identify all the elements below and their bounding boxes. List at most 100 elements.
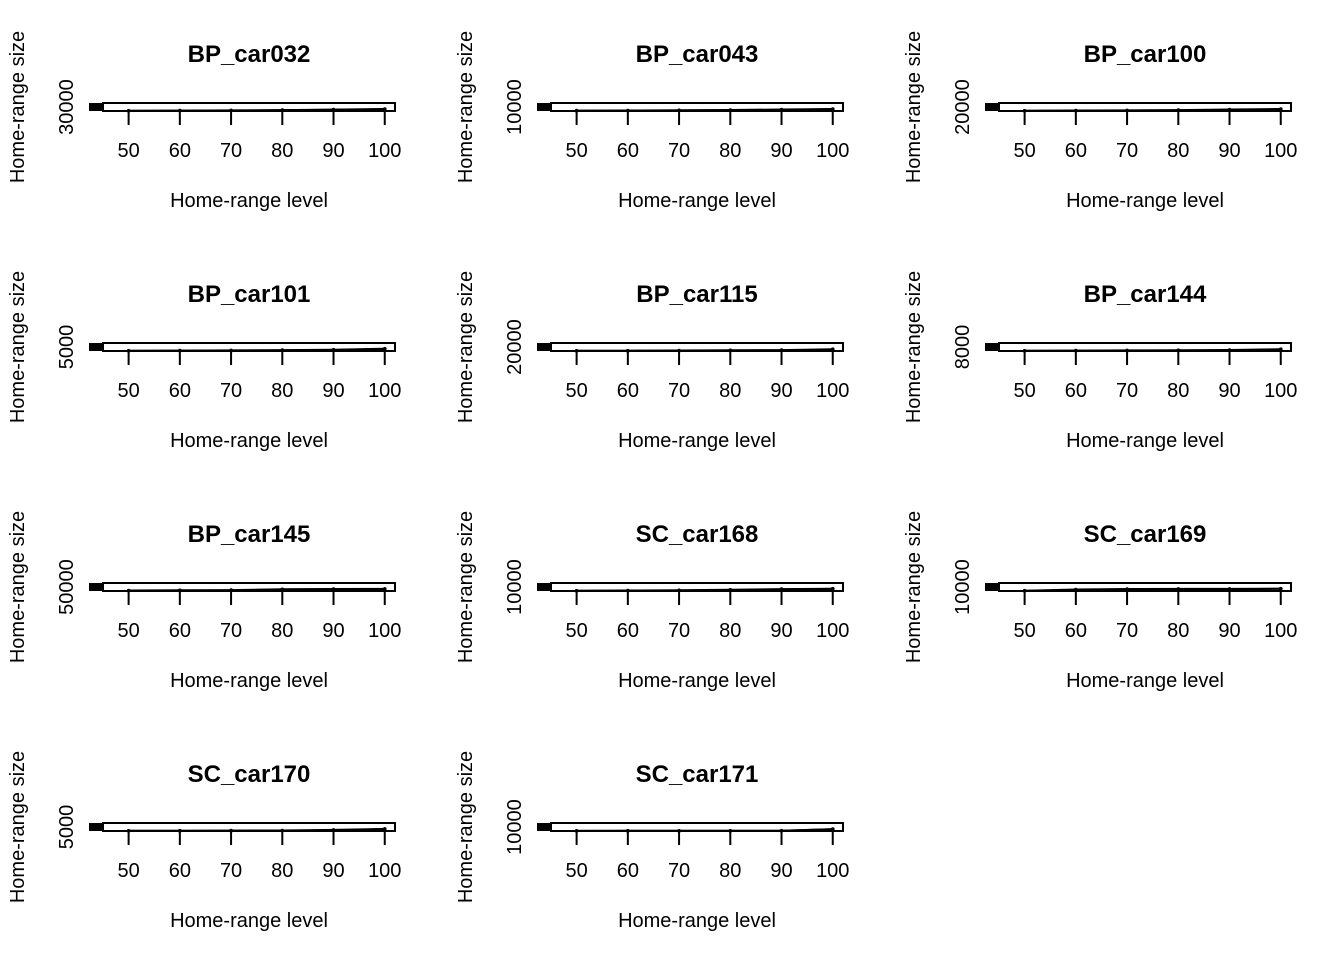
chart-panel-6: BP_car145 50 60 70 80 90 100 50000 Home-range le…: [7, 511, 401, 692]
panel-title: BP_car145: [188, 521, 311, 548]
data-point: [1125, 348, 1129, 353]
x-tick-label: 100: [816, 380, 849, 402]
panel-title: BP_car043: [636, 41, 759, 68]
x-tick-label: 100: [1264, 620, 1297, 642]
x-tick-label: 60: [169, 380, 191, 402]
data-point: [831, 107, 835, 112]
data-point: [728, 829, 733, 833]
x-tick-label: 100: [368, 380, 401, 402]
data-point: [383, 827, 387, 831]
y-tick-label: 10000: [504, 799, 526, 855]
x-tick-label: 60: [169, 620, 191, 642]
x-tick-label: 60: [169, 140, 191, 162]
x-tick-label: 100: [1264, 140, 1297, 162]
series-line-1: [128, 348, 385, 352]
x-tick-label: 50: [1013, 620, 1035, 642]
y-axis-title: Home-range size: [7, 271, 29, 423]
y-axis-title: Home-range size: [455, 511, 477, 663]
y-tick-label: 10000: [952, 559, 974, 615]
panel-title: SC_car170: [188, 761, 311, 788]
data-point: [1279, 347, 1283, 352]
data-point: [331, 828, 336, 833]
x-tick-label: 90: [770, 380, 792, 402]
x-tick-label: 100: [368, 140, 401, 162]
data-point: [574, 349, 579, 353]
x-tick-label: 60: [617, 140, 639, 162]
x-tick-label: 90: [322, 380, 344, 402]
data-point: [178, 588, 182, 593]
data-point: [1022, 109, 1027, 113]
x-tick-label: 90: [770, 140, 792, 162]
data-point: [779, 587, 784, 592]
data-point: [574, 109, 579, 113]
panel-title: BP_car115: [636, 281, 757, 308]
x-tick-label: 50: [1013, 380, 1035, 402]
x-tick-label: 100: [816, 860, 849, 882]
x-axis-title: Home-range level: [170, 910, 328, 932]
panel-title: SC_car168: [636, 521, 759, 548]
y-axis-title: Home-range size: [903, 511, 925, 663]
data-point: [229, 829, 233, 833]
x-tick-label: 80: [271, 380, 293, 402]
data-point: [574, 829, 579, 833]
x-axis-title: Home-range level: [170, 670, 328, 692]
data-point: [677, 349, 681, 353]
data-point: [280, 348, 285, 353]
series-line-1: [128, 828, 385, 832]
series-line-1: [576, 587, 833, 592]
x-axis-title: Home-range level: [618, 910, 776, 932]
data-point: [280, 108, 285, 113]
x-tick-label: 90: [322, 140, 344, 162]
chart-panel-7: SC_car168 50 60 70 80 90 100 10000 Home-range le…: [455, 511, 849, 692]
x-axis-title: Home-range level: [618, 430, 776, 452]
x-axis-title: Home-range level: [1066, 670, 1224, 692]
data-point: [677, 829, 681, 833]
data-point: [280, 828, 285, 833]
x-tick-label: 70: [1116, 140, 1138, 162]
data-point: [331, 108, 336, 112]
chart-panel-10: SC_car171 50 60 70 80 90 100 10000 Home-range le…: [455, 751, 849, 932]
data-point: [1176, 348, 1181, 353]
x-tick-label: 70: [1116, 380, 1138, 402]
x-tick-label: 70: [1116, 620, 1138, 642]
data-point: [1074, 349, 1078, 353]
data-point: [229, 588, 233, 593]
data-point: [1022, 589, 1027, 593]
data-point: [831, 827, 835, 832]
y-tick-label: 20000: [504, 319, 526, 375]
y-tick-label: 30000: [56, 79, 78, 135]
x-tick-label: 50: [1013, 140, 1035, 162]
x-tick-label: 50: [117, 380, 139, 402]
y-axis-title: Home-range size: [7, 31, 29, 183]
data-point: [728, 588, 733, 592]
series-line-1: [1024, 108, 1281, 112]
data-point: [383, 347, 387, 351]
x-tick-label: 90: [1218, 140, 1240, 162]
y-axis-title: Home-range size: [455, 271, 477, 423]
x-tick-label: 70: [220, 860, 242, 882]
x-tick-label: 80: [271, 860, 293, 882]
data-point: [178, 349, 182, 353]
data-point: [178, 829, 182, 833]
x-axis-title: Home-range level: [1066, 190, 1224, 212]
data-point: [1125, 108, 1129, 113]
chart-panel-5: BP_car144 50 60 70 80 90 100 8000 Home-range lev…: [903, 271, 1297, 452]
data-point: [1227, 587, 1232, 592]
panel-title: SC_car171: [636, 761, 759, 788]
y-tick-label: 5000: [56, 805, 78, 850]
x-tick-label: 50: [117, 860, 139, 882]
data-point: [1279, 587, 1283, 591]
x-tick-label: 60: [1065, 620, 1087, 642]
x-axis-title: Home-range level: [170, 190, 328, 212]
chart-panel-4: BP_car115 50 60 70 80 90 100 20000 Home-range le…: [455, 271, 849, 452]
x-tick-label: 100: [1264, 380, 1297, 402]
x-tick-label: 60: [1065, 140, 1087, 162]
panel-title: BP_car032: [188, 41, 311, 68]
y-tick-label: 20000: [952, 79, 974, 135]
data-point: [626, 588, 630, 593]
data-point: [779, 108, 784, 112]
y-tick-label: 8000: [952, 325, 974, 370]
data-point: [331, 587, 336, 591]
y-axis-title: Home-range size: [455, 751, 477, 903]
x-tick-label: 50: [117, 140, 139, 162]
